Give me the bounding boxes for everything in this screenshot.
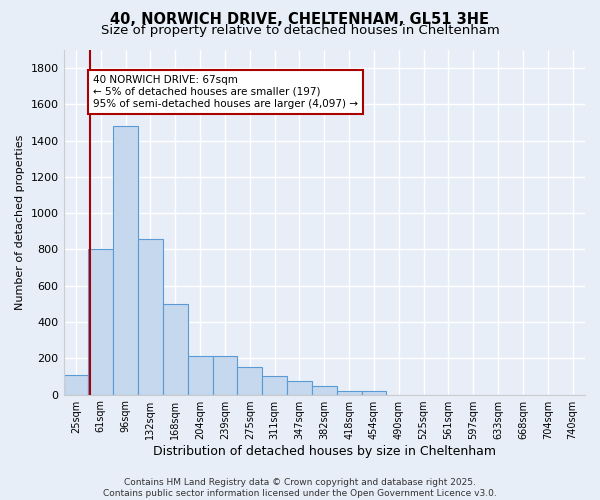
X-axis label: Distribution of detached houses by size in Cheltenham: Distribution of detached houses by size … (153, 444, 496, 458)
Text: Size of property relative to detached houses in Cheltenham: Size of property relative to detached ho… (101, 24, 499, 37)
Bar (88, 250, 113, 394)
Bar (212, 356, 238, 395)
Y-axis label: Number of detached properties: Number of detached properties (15, 134, 25, 310)
Bar (113, 126, 138, 394)
Text: Contains HM Land Registry data © Crown copyright and database right 2025.
Contai: Contains HM Land Registry data © Crown c… (103, 478, 497, 498)
Bar (163, 304, 188, 394)
Bar (238, 368, 262, 394)
Bar (64, 374, 88, 394)
Text: 40, NORWICH DRIVE, CHELTENHAM, GL51 3HE: 40, NORWICH DRIVE, CHELTENHAM, GL51 3HE (110, 12, 490, 28)
Bar (188, 356, 212, 395)
Text: 40 NORWICH DRIVE: 67sqm
← 5% of detached houses are smaller (197)
95% of semi-de: 40 NORWICH DRIVE: 67sqm ← 5% of detached… (93, 76, 358, 108)
Bar (287, 381, 312, 394)
Bar (262, 376, 287, 394)
Bar (138, 238, 163, 394)
Bar (337, 391, 362, 394)
Bar (362, 391, 386, 394)
Bar (312, 386, 337, 394)
